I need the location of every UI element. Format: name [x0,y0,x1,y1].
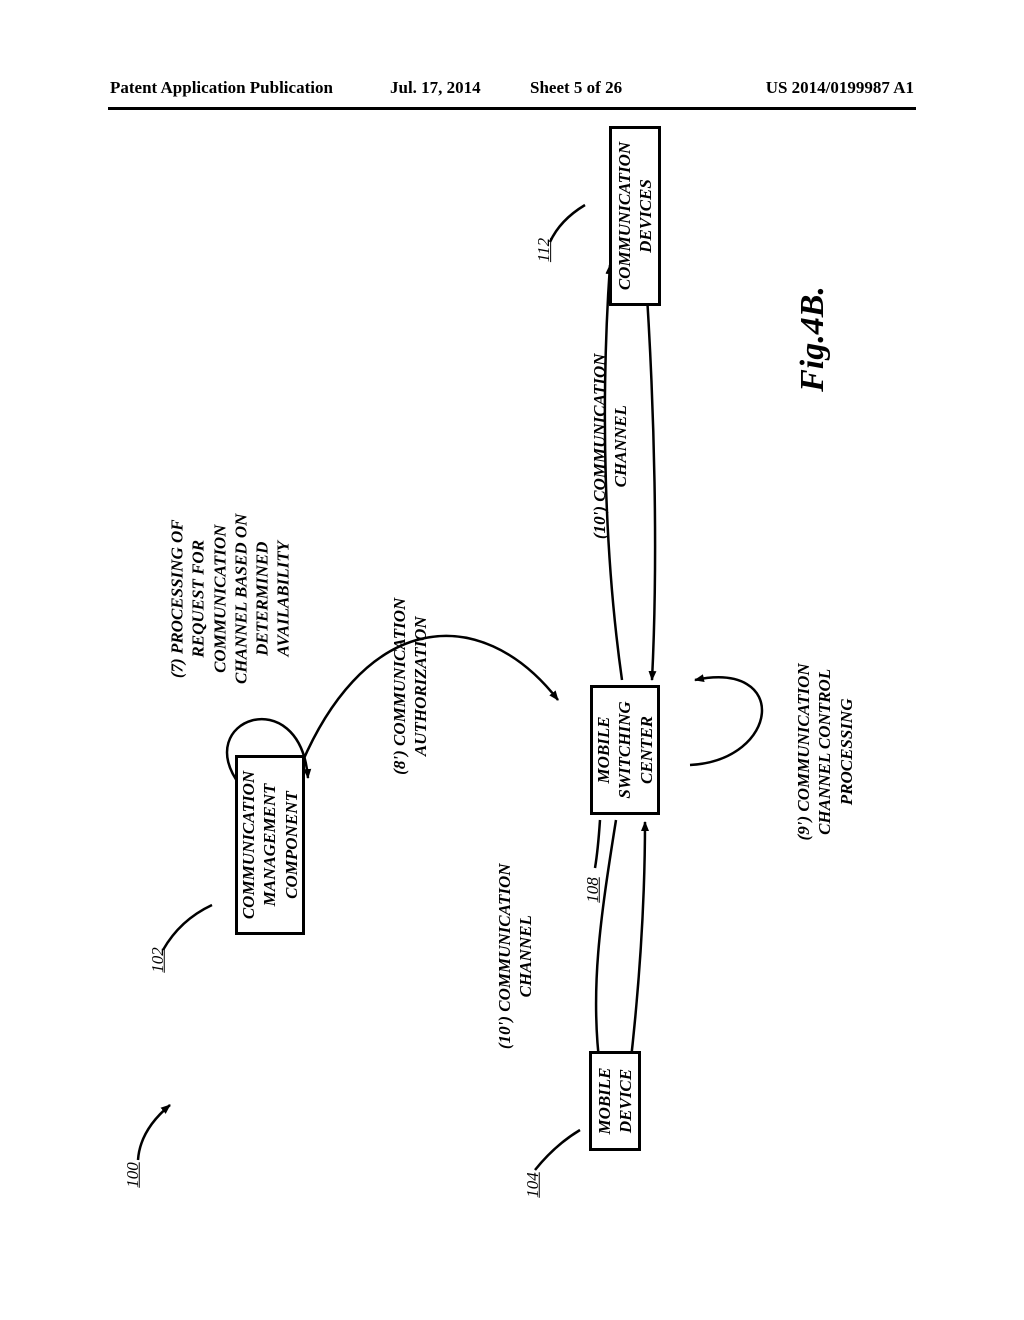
flow-9-label: (9') COMMUNICATION CHANNEL CONTROL PROCE… [793,647,857,857]
ref-108: 108 [583,877,603,903]
header-pubno: US 2014/0199987 A1 [766,78,914,98]
page-header: Patent Application Publication Jul. 17, … [110,78,914,108]
flow-7-label: (7) PROCESSING OF REQUEST FOR COMMUNICAT… [166,494,294,704]
ref-102: 102 [148,947,168,973]
ref-100: 100 [123,1162,143,1188]
ref-112: 112 [534,238,554,262]
node-msc-label: MOBILE SWITCHING CENTER [593,701,657,798]
node-devices-label: COMMUNICATION DEVICES [614,142,657,290]
node-mobile-switching-center: MOBILE SWITCHING CENTER [590,685,660,815]
node-communication-devices: COMMUNICATION DEVICES [609,126,661,306]
header-sheet: Sheet 5 of 26 [530,78,622,98]
header-date: Jul. 17, 2014 [390,78,481,98]
flow-8-label: (8') COMMUNICATION AUTHORIZATION [389,586,432,786]
node-cmc-label: COMMUNICATION MANAGEMENT COMPONENT [238,771,302,919]
header-rule [108,107,916,110]
page: Patent Application Publication Jul. 17, … [0,0,1024,1320]
node-mobile-label: MOBILE DEVICE [594,1067,637,1134]
flow-10a-label: (10') COMMUNICATION CHANNEL [494,851,537,1061]
figure-label: Fig.4B. [794,286,832,392]
ref-104: 104 [523,1172,543,1198]
node-mobile-device: MOBILE DEVICE [589,1051,641,1151]
flow-10b-label: (10') COMMUNICATION CHANNEL [589,341,632,551]
node-communication-management-component: COMMUNICATION MANAGEMENT COMPONENT [235,755,305,935]
figure-diagram: COMMUNICATION MANAGEMENT COMPONENT MOBIL… [100,160,924,1200]
header-publication: Patent Application Publication [110,78,333,98]
